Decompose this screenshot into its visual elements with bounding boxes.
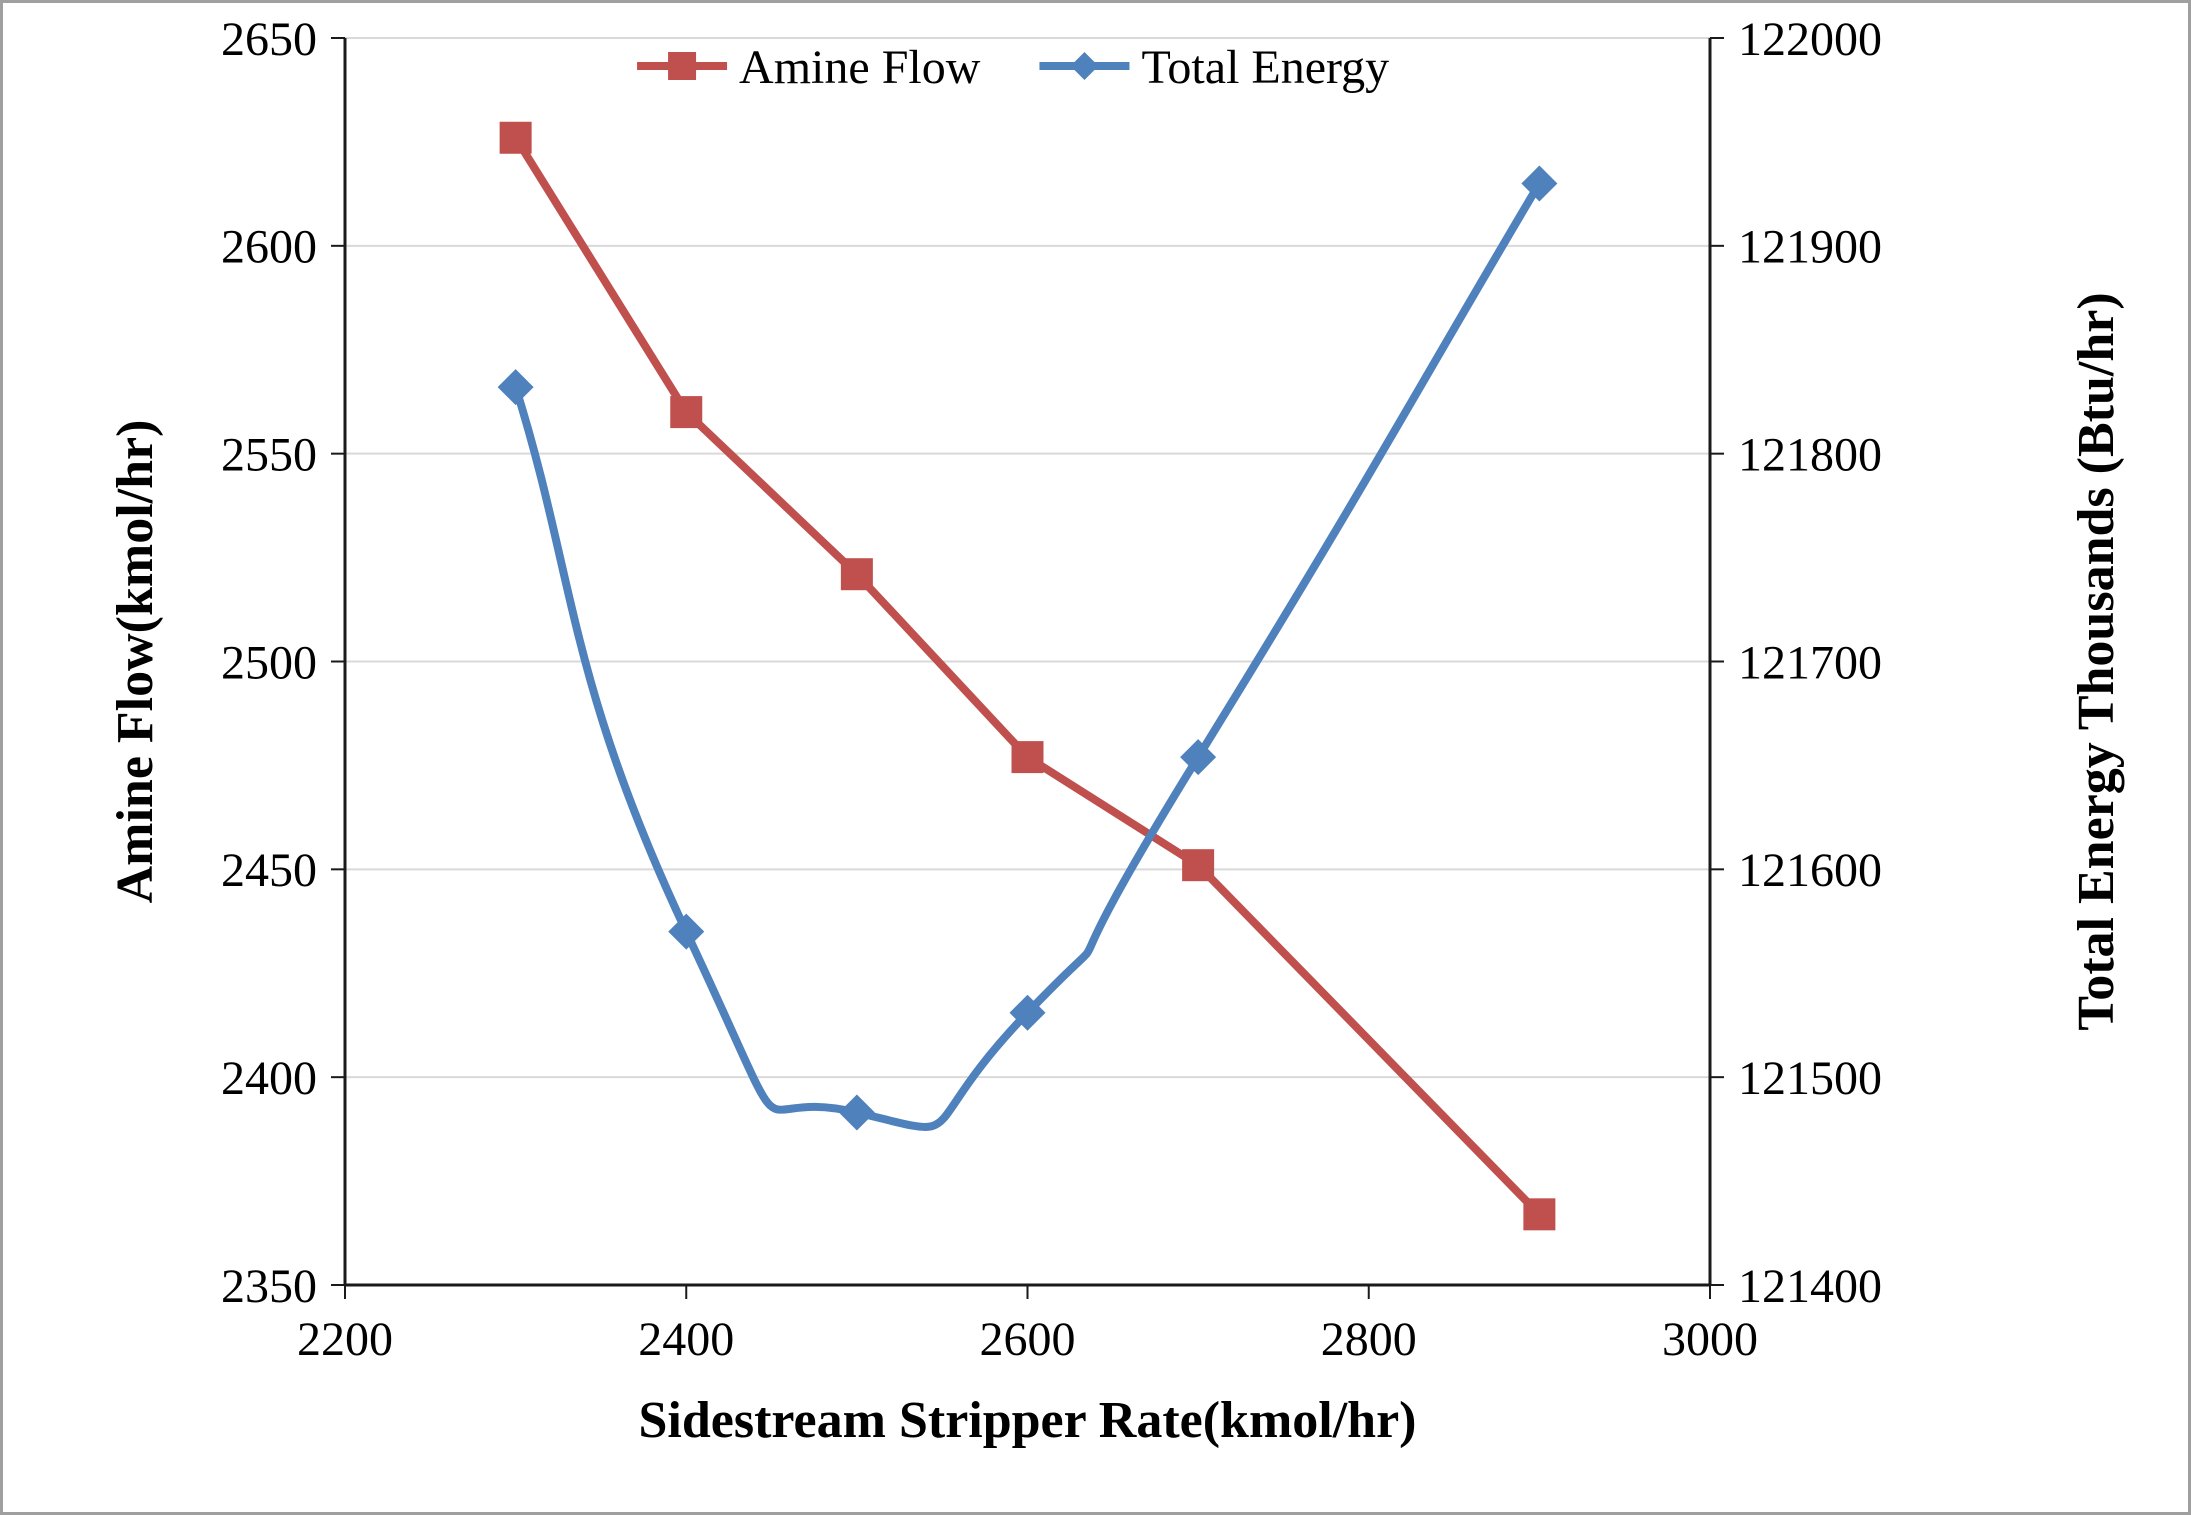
y2-tick-label: 121900 (1738, 221, 1882, 274)
y1-tick-label: 2450 (221, 844, 317, 897)
y1-axis-label: Amine Flow(kmol/hr) (107, 420, 164, 904)
marker-square (1182, 849, 1214, 881)
y1-tick-label: 2550 (221, 428, 317, 481)
marker-square (668, 52, 696, 80)
y2-tick-label: 121600 (1738, 844, 1882, 897)
marker-square (500, 122, 532, 154)
y2-axis-label: Total Energy Thousands (Btu/hr) (2068, 292, 2125, 1030)
legend-label: Total Energy (1141, 41, 1389, 94)
marker-square (1523, 1198, 1555, 1230)
y1-tick-label: 2650 (221, 13, 317, 66)
y1-tick-label: 2350 (221, 1260, 317, 1313)
marker-square (1012, 741, 1044, 773)
y2-tick-label: 121500 (1738, 1052, 1882, 1105)
y2-tick-label: 122000 (1738, 13, 1882, 66)
y1-tick-label: 2400 (221, 1052, 317, 1105)
y2-tick-label: 121800 (1738, 428, 1882, 481)
y2-tick-label: 121700 (1738, 636, 1882, 689)
marker-square (841, 558, 873, 590)
y1-tick-label: 2600 (221, 221, 317, 274)
dual-axis-line-chart: 2200 2400 2600 2800 3000 2350 2400 2450 2500 2550… (0, 0, 2191, 1515)
y2-tick-label: 121400 (1738, 1260, 1882, 1313)
x-axis-label: Sidestream Stripper Rate(kmol/hr) (639, 1392, 1417, 1449)
chart-container: 2200 2400 2600 2800 3000 2350 2400 2450 2500 2550… (0, 0, 2191, 1515)
x-tick-label: 2800 (1321, 1313, 1417, 1366)
x-tick-label: 2600 (980, 1313, 1076, 1366)
x-tick-label: 3000 (1662, 1313, 1758, 1366)
x-tick-label: 2200 (297, 1313, 393, 1366)
marker-square (670, 396, 702, 428)
legend-label: Amine Flow (739, 41, 981, 94)
x-tick-label: 2400 (638, 1313, 734, 1366)
y1-tick-label: 2500 (221, 636, 317, 689)
